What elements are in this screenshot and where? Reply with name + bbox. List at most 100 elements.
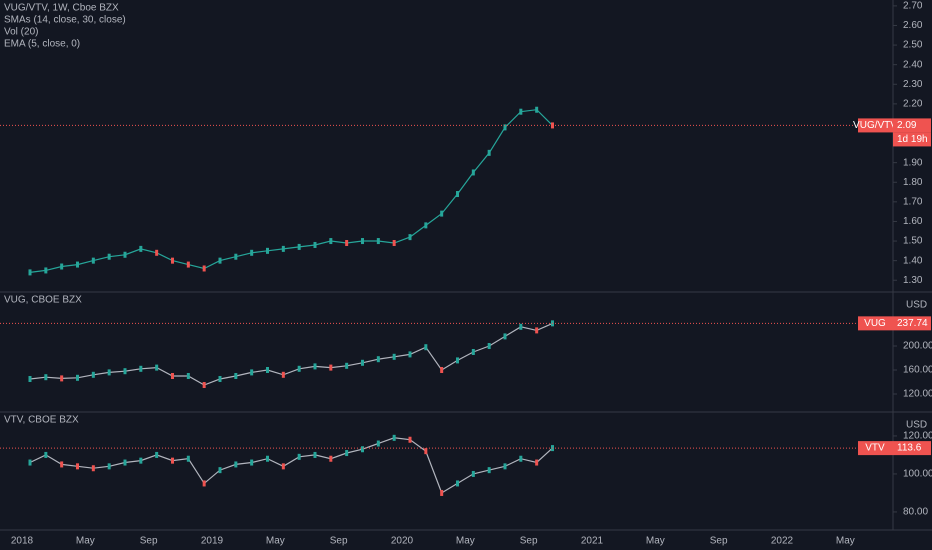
price-bar: [361, 446, 364, 453]
price-tag: [893, 441, 931, 456]
indicator-label: EMA (5, close, 0): [4, 39, 80, 50]
time-label: May: [836, 536, 855, 547]
y-tick-label: 2.30: [903, 79, 923, 90]
pane-title: VTV, CBOE BZX: [4, 415, 79, 426]
price-tag: [893, 118, 931, 133]
time-label: 2018: [11, 536, 34, 547]
price-bar: [519, 323, 523, 330]
price-bar: [171, 373, 174, 379]
price-bar: [186, 373, 190, 379]
price-bar: [424, 344, 428, 351]
time-label: Sep: [520, 536, 538, 547]
price-bar: [313, 241, 317, 248]
price-bar: [28, 269, 32, 276]
price-bar: [329, 364, 333, 371]
price-tag: [893, 316, 931, 331]
y-tick-label: 2.60: [903, 20, 923, 31]
y-tick-label: 120.00: [903, 389, 932, 400]
pane-title: VUG, CBOE BZX: [4, 295, 82, 306]
name-tag: [858, 441, 893, 456]
name-tag: [858, 118, 893, 133]
price-bar: [202, 265, 206, 272]
price-bar: [313, 363, 317, 370]
time-label: 2022: [771, 536, 794, 547]
price-bar: [503, 124, 507, 131]
price-bar: [392, 353, 396, 360]
price-bar: [281, 371, 285, 378]
countdown-tag: [893, 132, 931, 147]
y-tick-label: 80.00: [903, 507, 928, 518]
price-bar: [123, 368, 127, 375]
price-bar: [171, 257, 174, 264]
y-tick-label: 2.40: [903, 59, 923, 70]
y-tick-label: 2.20: [903, 99, 923, 110]
price-bar: [471, 349, 475, 355]
time-label: May: [456, 536, 475, 547]
y-tick-label: 2.70: [903, 1, 923, 12]
price-bar: [250, 459, 254, 466]
price-bar: [107, 253, 111, 260]
time-label: Sep: [330, 536, 348, 547]
price-bar: [218, 467, 222, 474]
price-tag-text: 113.6: [897, 443, 922, 454]
price-bar: [139, 365, 143, 372]
price-bar: [266, 247, 269, 254]
time-label: Sep: [140, 536, 158, 547]
price-line: [29, 322, 553, 386]
price-bar: [266, 367, 269, 373]
price-bar: [392, 434, 396, 441]
price-bar: [218, 376, 222, 382]
y-tick-label: 120.00: [903, 431, 932, 442]
price-bar: [535, 327, 539, 334]
time-label: 2021: [581, 536, 604, 547]
time-label: May: [646, 536, 665, 547]
y-tick-label: 1.90: [903, 157, 923, 168]
price-bar: [345, 450, 349, 457]
price-bar: [28, 376, 32, 382]
price-bar: [345, 240, 349, 247]
time-label: May: [266, 536, 285, 547]
price-bar: [313, 451, 317, 458]
price-bar: [76, 261, 79, 268]
price-bar: [329, 455, 333, 462]
y-tick-label: 1.60: [903, 216, 923, 227]
currency: USD: [906, 300, 927, 311]
price-bar: [155, 451, 159, 458]
price-bar: [440, 210, 444, 217]
price-bar: [76, 374, 79, 381]
price-bar: [60, 263, 64, 270]
price-tag-text: 2.09: [897, 120, 917, 131]
y-tick-label: 2.50: [903, 40, 923, 51]
price-line: [29, 437, 553, 494]
price-bar: [139, 457, 143, 464]
price-bar: [250, 369, 254, 376]
time-label: 2019: [201, 536, 224, 547]
price-bar: [123, 459, 127, 466]
price-bar: [28, 459, 32, 466]
price-bar: [408, 234, 412, 241]
price-bar: [503, 333, 507, 340]
price-bar: [155, 364, 159, 371]
indicator-label: SMAs (14, close, 30, close): [4, 15, 126, 26]
y-tick-label: 1.50: [903, 236, 923, 247]
y-tick-label: 160.00: [903, 365, 932, 376]
y-tick-label: 1.70: [903, 196, 923, 207]
price-bar: [519, 455, 523, 462]
y-tick-label: 1.40: [903, 255, 923, 266]
countdown-text: 1d 19h: [897, 134, 928, 145]
price-bar: [503, 463, 507, 470]
price-bar: [281, 245, 285, 252]
name-tag-text: VUG/VTV: [853, 120, 897, 131]
price-bar: [186, 455, 190, 462]
price-bar: [234, 373, 238, 379]
price-bar: [376, 440, 380, 447]
price-bar: [471, 470, 475, 477]
price-bar: [202, 382, 206, 388]
price-bar: [424, 222, 428, 229]
time-label: 2020: [391, 536, 414, 547]
price-bar: [535, 106, 539, 113]
name-tag-text: VUG: [864, 318, 886, 329]
price-bar: [408, 436, 412, 443]
